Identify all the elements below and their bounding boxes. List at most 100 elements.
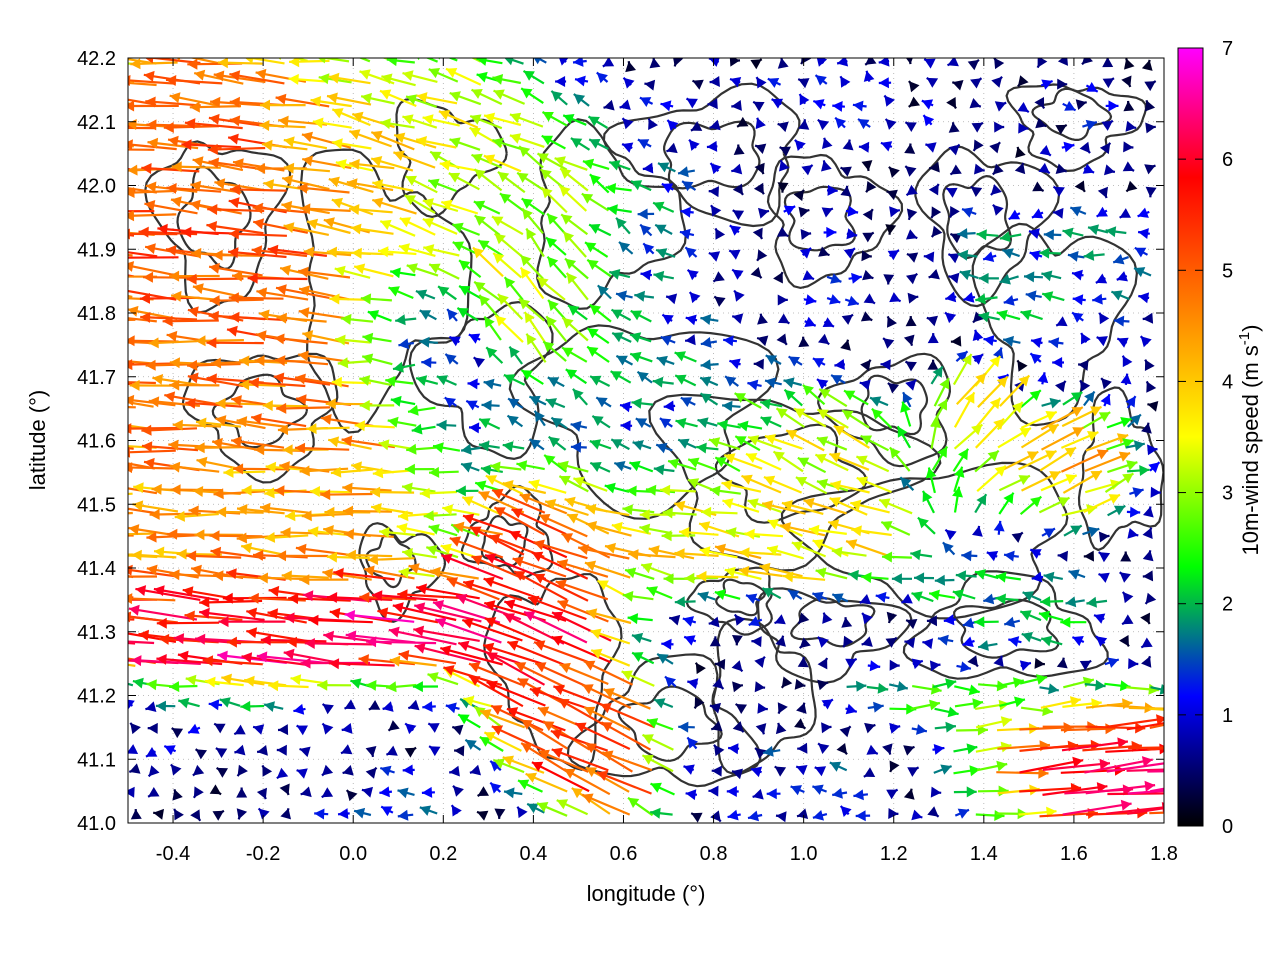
wind-arrow-head	[955, 570, 967, 582]
wind-arrow-head	[367, 554, 379, 566]
wind-arrow	[503, 58, 524, 66]
wind-arrow-head	[106, 271, 116, 282]
wind-arrow	[208, 699, 223, 711]
wind-arrow-head	[326, 551, 338, 563]
wind-arrow	[388, 626, 457, 646]
wind-arrow-head	[818, 333, 830, 345]
wind-arrow-head	[889, 760, 900, 772]
wind-arrow-head	[1095, 679, 1106, 691]
wind-arrow	[1100, 377, 1112, 390]
wind-arrow-head	[477, 786, 489, 796]
wind-arrow-head	[207, 143, 218, 155]
wind-arrow-head	[860, 311, 873, 322]
wind-arrow-head	[267, 244, 279, 256]
wind-arrow	[251, 413, 307, 428]
wind-arrow	[393, 150, 436, 169]
wind-arrow-head	[148, 396, 160, 408]
wind-arrow-head	[509, 530, 521, 541]
wind-arrow-head	[507, 640, 519, 651]
wind-arrow-head	[971, 354, 984, 365]
wind-arrow	[800, 229, 812, 240]
wind-arrow-head	[299, 465, 310, 477]
wind-arrow	[321, 703, 334, 715]
wind-arrow	[817, 118, 830, 131]
wind-arrow-head	[208, 310, 219, 322]
wind-arrow-head	[746, 453, 758, 463]
wind-arrow-head	[682, 181, 694, 192]
wind-arrow-head	[645, 484, 657, 496]
wind-arrow	[300, 203, 351, 215]
wind-arrow	[128, 187, 177, 198]
wind-arrow	[706, 140, 718, 152]
wind-arrow	[661, 182, 674, 194]
wind-arrow-head	[1123, 141, 1134, 153]
wind-arrow	[573, 476, 608, 492]
wind-arrow-head	[349, 204, 360, 215]
wind-arrow-shaft	[388, 628, 457, 646]
wind-arrow-head	[520, 267, 531, 279]
wind-arrow-head	[453, 785, 464, 797]
wind-arrow	[1102, 58, 1114, 68]
wind-arrow-head	[89, 91, 100, 102]
wind-arrow	[128, 532, 156, 536]
wind-arrow-head	[1138, 292, 1150, 304]
wind-arrow	[513, 570, 568, 601]
wind-arrow	[421, 357, 437, 368]
wind-arrow	[995, 593, 1019, 605]
wind-arrow-head	[1045, 450, 1057, 461]
wind-arrow-head	[184, 118, 196, 130]
wind-arrow-head	[256, 787, 267, 800]
wind-arrow	[976, 229, 999, 241]
wind-arrow	[392, 602, 457, 622]
wind-arrow-head	[301, 131, 313, 143]
wind-arrow	[557, 599, 609, 623]
wind-arrow-head	[206, 337, 217, 349]
wind-arrow-head	[1014, 162, 1026, 175]
wind-arrow	[331, 376, 371, 388]
wind-arrow-head	[712, 678, 724, 689]
wind-arrow-head	[247, 272, 258, 284]
wind-arrow	[229, 311, 288, 323]
wind-arrow-head	[798, 78, 810, 89]
wind-arrow-head	[1003, 295, 1015, 306]
wind-arrow	[533, 640, 590, 664]
wind-arrow-head	[1042, 291, 1054, 302]
wind-arrow-head	[762, 500, 774, 511]
wind-arrow-head	[752, 227, 763, 239]
wind-arrow	[479, 709, 526, 729]
wind-arrow-head	[993, 520, 1005, 532]
wind-arrow	[128, 699, 135, 710]
wind-arrow-head	[262, 765, 273, 777]
wind-arrow-head	[143, 70, 155, 82]
wind-arrow	[1048, 337, 1064, 349]
wind-arrow-head	[263, 179, 275, 190]
wind-arrow	[440, 199, 479, 215]
wind-arrow	[573, 93, 590, 107]
wind-arrow-head	[841, 314, 853, 325]
wind-arrow-head	[248, 592, 259, 604]
wind-arrow	[711, 765, 722, 777]
wind-arrow-head	[584, 706, 596, 717]
wind-arrow-head	[767, 519, 779, 530]
wind-arrow-head	[128, 100, 135, 112]
wind-arrow-head	[696, 442, 707, 454]
wind-arrow	[588, 223, 612, 237]
wind-arrow	[328, 72, 371, 85]
wind-arrow-head	[463, 695, 475, 707]
wind-arrow	[359, 400, 395, 411]
wind-arrow-head	[937, 446, 948, 458]
wind-arrow	[798, 336, 810, 348]
wind-arrow	[452, 241, 480, 256]
wind-arrow-head	[170, 196, 182, 208]
wind-arrow-head	[554, 156, 566, 167]
wind-arrow-head	[564, 496, 576, 508]
wind-arrow-head	[228, 197, 240, 209]
wind-arrow-head	[861, 160, 873, 171]
wind-arrow-head	[237, 504, 248, 515]
wind-arrow	[780, 676, 793, 689]
wind-arrow	[677, 438, 697, 449]
wind-arrow-head	[91, 655, 102, 666]
contour-line	[1077, 386, 1164, 552]
wind-arrow	[1055, 316, 1068, 327]
wind-arrow-head	[1038, 767, 1049, 779]
